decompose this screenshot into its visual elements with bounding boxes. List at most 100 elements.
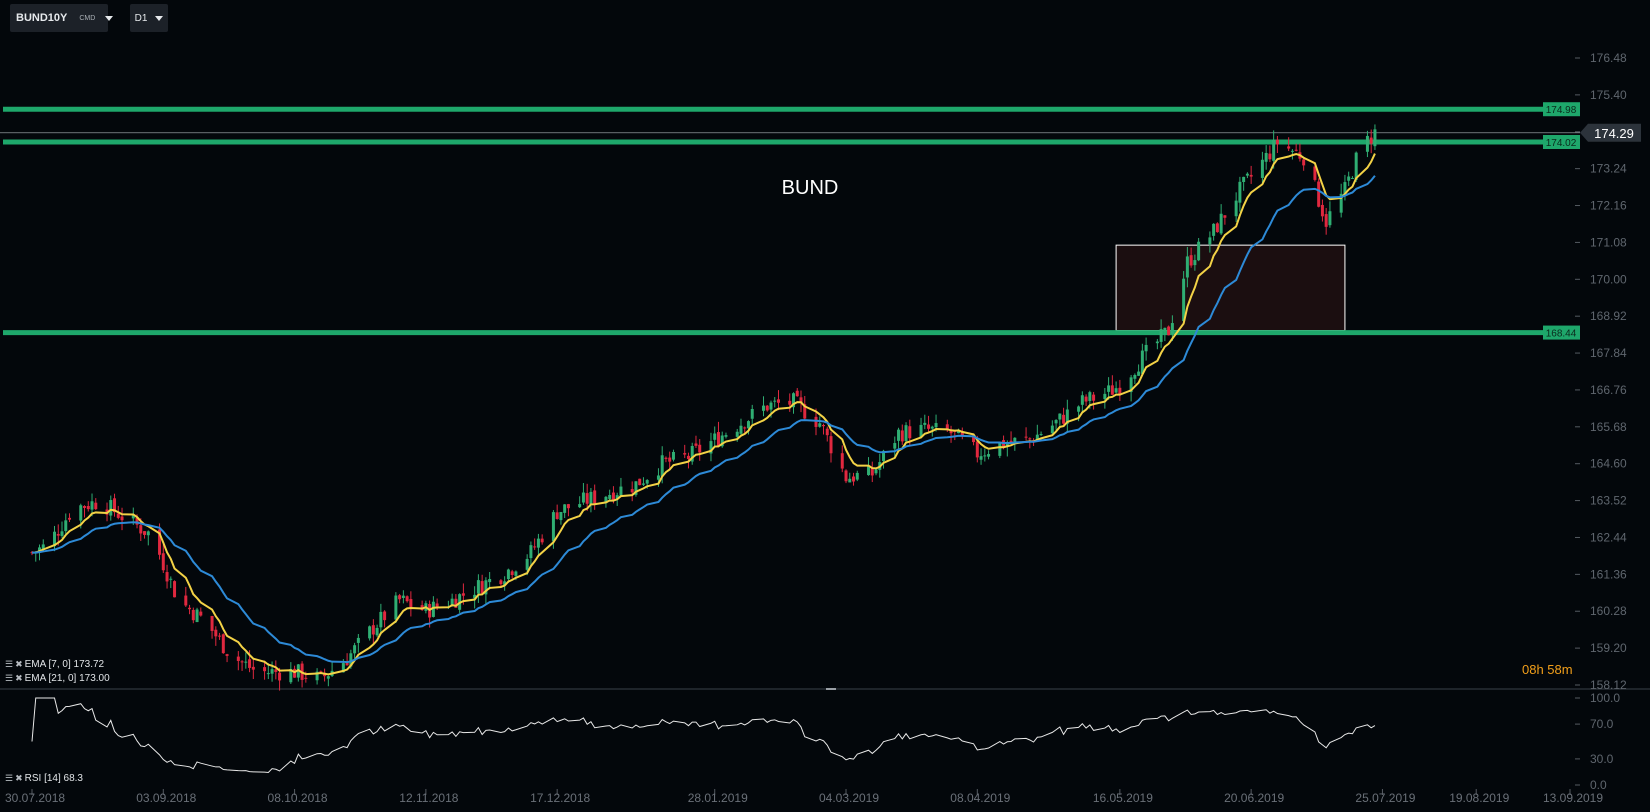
candle-body bbox=[735, 431, 739, 437]
candle-body bbox=[1110, 385, 1114, 395]
x-tick-label: 12.11.2018 bbox=[399, 791, 458, 805]
candle-body bbox=[979, 456, 983, 460]
close-icon[interactable]: ✖ bbox=[15, 659, 22, 669]
level-label: 174.98 bbox=[1546, 105, 1577, 116]
candle-body bbox=[173, 581, 177, 598]
candle-body bbox=[161, 553, 165, 571]
candle-body bbox=[375, 627, 379, 636]
candle-body bbox=[908, 426, 912, 439]
candle-body bbox=[405, 596, 409, 602]
level-label: 174.02 bbox=[1546, 138, 1577, 149]
y-tick-label: 160.28 bbox=[1590, 604, 1627, 618]
candle-body bbox=[709, 441, 713, 454]
candle-body bbox=[641, 483, 645, 485]
candle-body bbox=[893, 443, 897, 449]
legend-ema7[interactable]: ☰ ✖ EMA [7, 0] 173.72 bbox=[5, 659, 104, 670]
candle-body bbox=[551, 512, 555, 542]
settings-icon[interactable]: ☰ bbox=[5, 673, 13, 683]
candle-body bbox=[214, 629, 218, 637]
candle-body bbox=[473, 594, 477, 599]
candle-body bbox=[559, 511, 563, 521]
candle-body bbox=[608, 494, 612, 499]
candle-body bbox=[664, 457, 668, 459]
candle-body bbox=[64, 520, 68, 532]
candle-body bbox=[566, 504, 570, 509]
candle-body bbox=[533, 546, 537, 548]
x-tick-label: 25.07.2019 bbox=[1355, 791, 1415, 805]
candle-body bbox=[356, 637, 360, 643]
candle-body bbox=[634, 481, 638, 495]
candle-body bbox=[844, 470, 848, 482]
candle-body bbox=[435, 603, 439, 607]
candle-body bbox=[840, 453, 844, 469]
candle-body bbox=[1324, 214, 1328, 227]
candle-body bbox=[1129, 377, 1133, 393]
candle-body bbox=[525, 558, 529, 570]
x-tick-label: 28.01.2019 bbox=[688, 791, 748, 805]
candle-body bbox=[1365, 135, 1369, 152]
settings-icon[interactable]: ☰ bbox=[5, 773, 13, 783]
candle-body bbox=[1013, 437, 1017, 442]
x-tick-label: 20.06.2019 bbox=[1224, 791, 1284, 805]
candle-body bbox=[765, 405, 769, 411]
candle-body bbox=[90, 501, 94, 510]
x-tick-label: 19.08.2019 bbox=[1449, 791, 1509, 805]
candle-body bbox=[304, 677, 308, 679]
candle-body bbox=[1245, 173, 1249, 176]
candle-body bbox=[1302, 159, 1306, 166]
candle-body bbox=[776, 399, 780, 403]
candle-body bbox=[1328, 211, 1332, 226]
settings-icon[interactable]: ☰ bbox=[5, 659, 13, 669]
candle-body bbox=[540, 538, 544, 543]
candle-body bbox=[1080, 395, 1084, 405]
candle-body bbox=[1343, 182, 1347, 195]
level-label-box bbox=[1543, 135, 1580, 150]
candle-body bbox=[315, 671, 319, 681]
candle-body bbox=[987, 454, 991, 457]
candle-body bbox=[1144, 344, 1148, 352]
candle-body bbox=[1369, 137, 1373, 144]
close-icon[interactable]: ✖ bbox=[15, 773, 22, 783]
candle-body bbox=[919, 424, 923, 438]
candle-body bbox=[135, 517, 139, 525]
candle-body bbox=[795, 390, 799, 397]
candle-body bbox=[1084, 396, 1088, 402]
candle-body bbox=[1260, 159, 1264, 178]
candle-body bbox=[1114, 388, 1118, 393]
candle-body bbox=[761, 405, 765, 411]
candle-body bbox=[1275, 139, 1279, 145]
y-tick-label: 167.84 bbox=[1590, 346, 1627, 360]
y-tick-label: 163.52 bbox=[1590, 494, 1627, 508]
candle-body bbox=[1317, 181, 1321, 207]
candle-body bbox=[799, 397, 803, 403]
candle-body bbox=[79, 505, 83, 521]
legend-ema21[interactable]: ☰ ✖ EMA [21, 0] 173.00 bbox=[5, 673, 110, 684]
x-tick-label: 16.05.2019 bbox=[1093, 791, 1153, 805]
candle-body bbox=[975, 441, 979, 458]
rsi-tick-label: 30.0 bbox=[1590, 752, 1614, 766]
candle-body bbox=[668, 457, 672, 462]
y-tick-label: 158.12 bbox=[1590, 678, 1627, 692]
candle-body bbox=[244, 661, 248, 663]
legend-rsi[interactable]: ☰ ✖ RSI [14] 68.3 bbox=[5, 773, 83, 784]
candle-body bbox=[1185, 256, 1189, 278]
candle-body bbox=[191, 609, 195, 621]
candle-body bbox=[645, 480, 649, 484]
last-price-tag bbox=[1580, 123, 1641, 142]
candle-body bbox=[248, 659, 252, 668]
candle-body bbox=[480, 581, 484, 594]
candle-body bbox=[236, 656, 240, 661]
candle-body bbox=[867, 465, 871, 476]
candle-body bbox=[1294, 149, 1298, 151]
candle-body bbox=[638, 478, 642, 486]
timeframe-selector[interactable]: D1 bbox=[130, 4, 168, 32]
close-icon[interactable]: ✖ bbox=[15, 673, 22, 683]
candle-body bbox=[116, 513, 120, 518]
candle-body bbox=[1035, 434, 1039, 441]
candle-body bbox=[818, 423, 822, 427]
rsi-tick-label: 100.0 bbox=[1590, 691, 1620, 705]
candle-body bbox=[814, 416, 818, 427]
symbol-selector[interactable]: BUND10Y CMD bbox=[10, 4, 114, 32]
candle-body bbox=[581, 492, 585, 503]
